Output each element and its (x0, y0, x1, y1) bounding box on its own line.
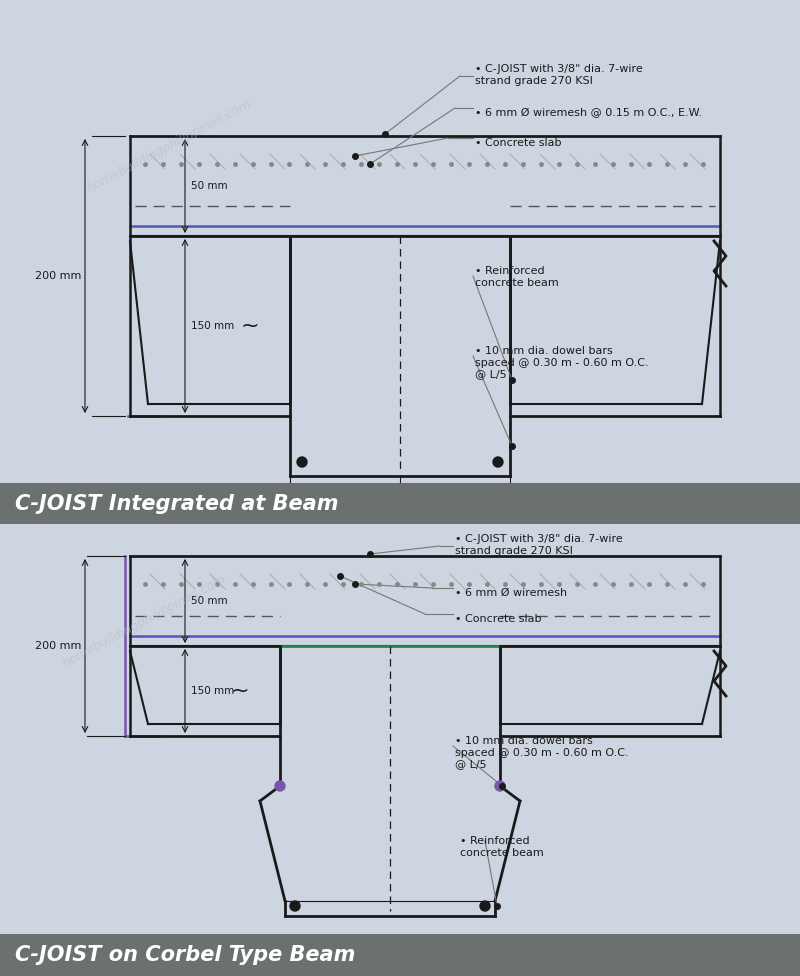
Text: 100 mm: 100 mm (434, 504, 477, 514)
Text: • Reinforced
concrete beam: • Reinforced concrete beam (460, 836, 544, 858)
Text: ~: ~ (230, 681, 250, 701)
Text: • Reinforced
concrete beam: • Reinforced concrete beam (475, 266, 558, 288)
Text: 50 mm: 50 mm (191, 596, 228, 606)
Circle shape (493, 457, 503, 467)
Text: • 10 mm dia. dowel bars
spaced @ 0.30 m - 0.60 m O.C.
@ L/5: • 10 mm dia. dowel bars spaced @ 0.30 m … (475, 346, 649, 380)
Text: C-JOIST on Corbel Type Beam: C-JOIST on Corbel Type Beam (15, 945, 355, 965)
FancyBboxPatch shape (0, 934, 800, 976)
Text: 200 mm: 200 mm (34, 641, 81, 651)
Text: 150 mm: 150 mm (191, 686, 234, 696)
Text: homebuildingphilippines.com: homebuildingphilippines.com (86, 98, 254, 195)
Circle shape (275, 781, 285, 791)
Text: C-JOIST Integrated at Beam: C-JOIST Integrated at Beam (15, 494, 338, 513)
Circle shape (290, 901, 300, 911)
Text: • Concrete slab: • Concrete slab (455, 614, 542, 624)
Text: • 10 mm dia. dowel bars
spaced @ 0.30 m - 0.60 m O.C.
@ L/5: • 10 mm dia. dowel bars spaced @ 0.30 m … (455, 736, 629, 769)
Text: 150 mm: 150 mm (191, 321, 234, 331)
Text: homebuildingphilippines.com: homebuildingphilippines.com (61, 572, 229, 670)
Text: 100 mm: 100 mm (323, 504, 366, 514)
Text: • 6 mm Ø wiremesh @ 0.15 m O.C., E.W.: • 6 mm Ø wiremesh @ 0.15 m O.C., E.W. (475, 108, 702, 118)
Text: ~: ~ (241, 316, 259, 336)
Circle shape (480, 901, 490, 911)
Text: • C-JOIST with 3/8" dia. 7-wire
strand grade 270 KSI: • C-JOIST with 3/8" dia. 7-wire strand g… (455, 534, 622, 555)
Text: • Concrete slab: • Concrete slab (475, 138, 562, 148)
FancyBboxPatch shape (0, 483, 800, 524)
Text: 200 mm: 200 mm (34, 271, 81, 281)
Circle shape (297, 457, 307, 467)
Circle shape (495, 781, 505, 791)
Text: 50 mm: 50 mm (191, 181, 228, 191)
Text: • 6 mm Ø wiremesh: • 6 mm Ø wiremesh (455, 588, 567, 598)
Text: • C-JOIST with 3/8" dia. 7-wire
strand grade 270 KSI: • C-JOIST with 3/8" dia. 7-wire strand g… (475, 64, 642, 86)
